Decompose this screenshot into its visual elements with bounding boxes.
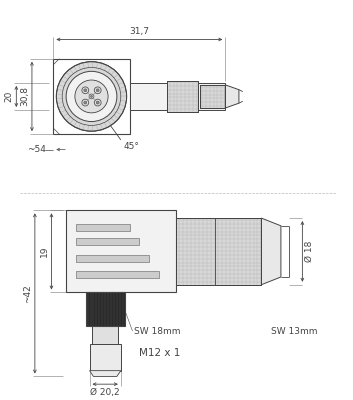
Text: Ø 18: Ø 18	[305, 241, 314, 262]
Circle shape	[96, 89, 99, 92]
Circle shape	[56, 62, 127, 131]
Circle shape	[66, 71, 117, 122]
Circle shape	[75, 80, 108, 113]
Text: 19: 19	[40, 246, 48, 257]
Bar	[200, 85, 225, 108]
Circle shape	[89, 94, 94, 99]
Bar	[92, 326, 118, 344]
Polygon shape	[90, 371, 121, 376]
Bar	[76, 271, 159, 278]
Bar	[130, 83, 225, 110]
Circle shape	[90, 96, 92, 98]
Polygon shape	[261, 218, 281, 285]
Bar	[176, 218, 261, 285]
Text: SW 18mm: SW 18mm	[134, 326, 181, 336]
Bar	[86, 292, 125, 326]
Bar	[76, 224, 130, 231]
Circle shape	[82, 87, 89, 94]
Text: 30,8: 30,8	[20, 86, 29, 106]
Bar	[66, 210, 176, 292]
Bar	[76, 255, 149, 262]
Bar	[200, 85, 225, 108]
Bar	[76, 238, 139, 245]
Text: Ø 20,2: Ø 20,2	[90, 388, 120, 397]
Circle shape	[84, 101, 87, 104]
Text: 45°: 45°	[124, 142, 139, 151]
Circle shape	[96, 101, 99, 104]
Text: 31,7: 31,7	[129, 27, 149, 36]
Text: ~42: ~42	[23, 284, 32, 303]
Circle shape	[82, 99, 89, 106]
Text: ~54: ~54	[27, 145, 46, 154]
Bar	[176, 218, 261, 285]
Circle shape	[94, 87, 101, 94]
Circle shape	[94, 99, 101, 106]
Text: 20: 20	[4, 91, 13, 102]
Text: SW 13mm: SW 13mm	[271, 326, 318, 336]
Circle shape	[84, 89, 87, 92]
Bar	[53, 59, 130, 134]
Text: M12 x 1: M12 x 1	[139, 348, 181, 358]
Bar	[167, 81, 198, 112]
Bar	[167, 81, 198, 112]
Polygon shape	[225, 85, 239, 108]
Bar	[90, 344, 121, 371]
